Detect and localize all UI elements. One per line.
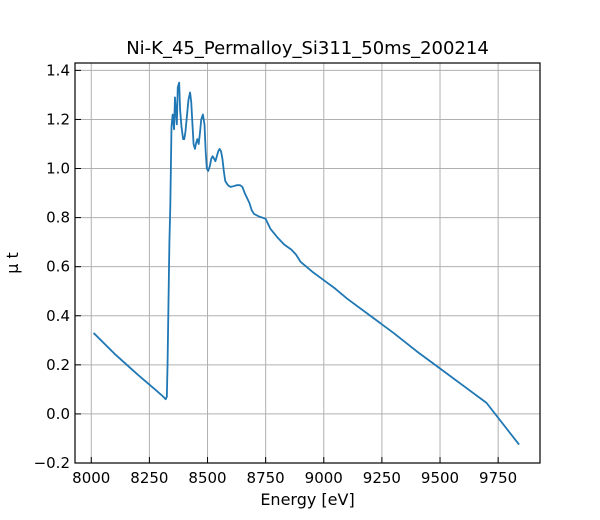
x-axis-label: Energy [eV] xyxy=(260,490,354,509)
y-tick-label: 1.0 xyxy=(46,160,70,178)
plot-frame xyxy=(74,62,541,464)
x-tick-label: 9500 xyxy=(421,469,459,487)
x-tick-label: 8000 xyxy=(72,469,110,487)
y-tick-label: 0.6 xyxy=(46,258,70,276)
x-tick-label: 9750 xyxy=(479,469,517,487)
y-tick-label: 0.2 xyxy=(46,356,70,374)
y-tick-label: 0.4 xyxy=(46,307,70,325)
y-tick-label: 0.0 xyxy=(46,405,70,423)
x-tick-label: 8750 xyxy=(247,469,285,487)
x-tick-label: 9000 xyxy=(305,469,343,487)
y-tick-label: 1.2 xyxy=(46,110,70,128)
y-tick-label: 1.4 xyxy=(46,61,70,79)
y-axis-label: μ t xyxy=(3,252,22,274)
ticks: 8000 8250 8500 8750 9000 9250 9500 9750 −0.2 0.0 0… xyxy=(34,61,518,487)
x-tick-label: 8250 xyxy=(130,469,168,487)
y-tick-label: −0.2 xyxy=(34,454,70,472)
x-tick-label: 8500 xyxy=(188,469,226,487)
x-tick-label: 9250 xyxy=(363,469,401,487)
grid xyxy=(75,63,540,464)
y-tick-label: 0.8 xyxy=(46,209,70,227)
chart-title: Ni-K_45_Permalloy_Si311_50ms_200214 xyxy=(126,38,489,59)
series-layer xyxy=(92,81,520,446)
series-line xyxy=(92,81,520,446)
